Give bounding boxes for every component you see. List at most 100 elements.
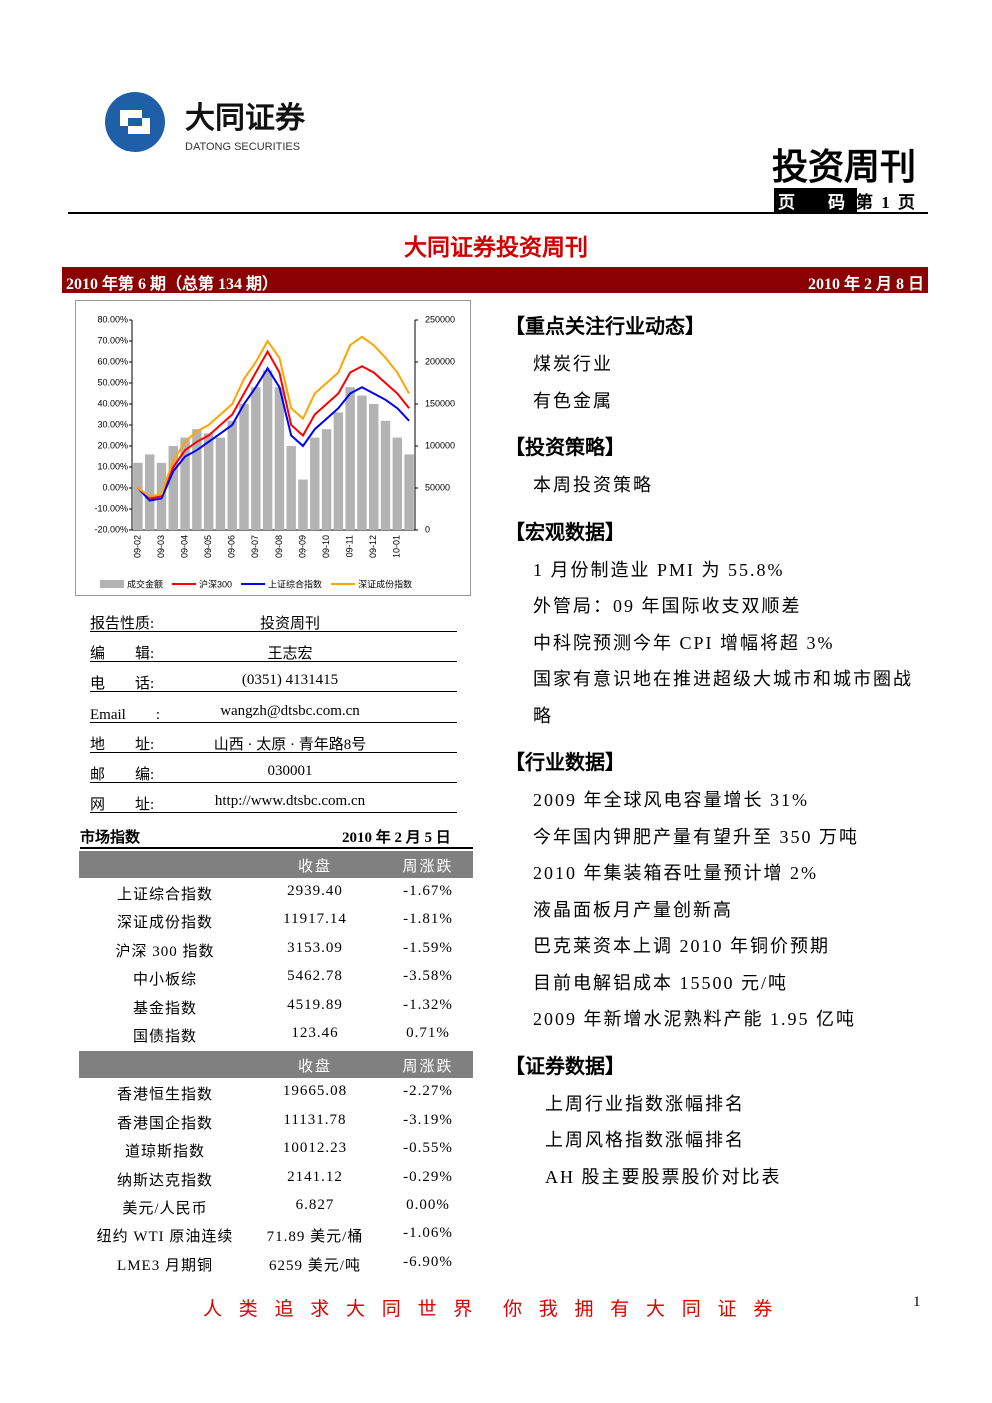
cell: 美元/人民币 [122, 1201, 208, 1217]
bar [392, 437, 403, 530]
cell: 基金指数 [132, 1000, 197, 1017]
x-tick-label: 09-05 [203, 535, 213, 558]
line [137, 335, 410, 498]
cell: 道琼斯指数 [124, 1144, 205, 1161]
cell: 2141.12 [287, 1168, 343, 1185]
x-tick-label: 09-09 [297, 535, 307, 558]
cell: 10012.23 [282, 1140, 348, 1157]
bar [144, 454, 155, 530]
cell: -3.19% [403, 1111, 453, 1128]
cell: 3153.09 [287, 939, 343, 956]
slogan: 人 类 追 求 大 同 世 界 [203, 1299, 479, 1320]
section-heading: 【投资策略】 [505, 437, 625, 459]
legend-swatch [100, 580, 124, 588]
y2-tick-label: 100000 [425, 440, 455, 450]
rule [80, 847, 473, 849]
issue-date: 2010 年 2 月 8 日 [807, 276, 924, 293]
bar [321, 429, 332, 530]
legend-label: 上证综合指数 [268, 578, 322, 589]
info-value: 投资周刊 [259, 616, 320, 632]
cell: 深证成份指数 [116, 915, 213, 932]
bar [168, 446, 178, 530]
bar [262, 370, 273, 530]
slogan: 你 我 拥 有 大 同 证 券 [503, 1299, 779, 1320]
cell: -0.29% [403, 1168, 453, 1185]
column-header: 周涨跌 [402, 1059, 454, 1076]
section-item: 液晶面板月产量创新高 [533, 899, 733, 920]
cell: 纽约 WTI 原油连续 [96, 1229, 234, 1246]
bar [404, 454, 414, 530]
page-number-footer: 1 [913, 1294, 921, 1310]
y-tick-label: 50.00% [97, 377, 128, 387]
y-tick-label: -10.00% [94, 503, 128, 513]
bar [357, 395, 367, 530]
bar [227, 420, 237, 530]
x-tick-label: 09-10 [321, 535, 331, 558]
info-label: 邮 编: [90, 767, 155, 783]
cell: 11917.14 [283, 911, 347, 928]
info-label: 网 址: [90, 797, 155, 814]
y2-tick-label: 50000 [425, 482, 450, 492]
header-row [79, 851, 473, 878]
info-label: 编 辑: [90, 646, 155, 663]
column-header: 周涨跌 [402, 859, 454, 875]
cell: 6.827 [295, 1197, 335, 1213]
cell: -1.67% [403, 883, 453, 899]
market-date: 2010 年 2 月 5 日 [342, 830, 451, 846]
cell: 2939.40 [287, 883, 343, 899]
underline [90, 782, 457, 783]
publication: 投资周刊 [772, 147, 917, 187]
legend-label: 成交金额 [127, 578, 163, 589]
cell: 4519.89 [287, 996, 343, 1013]
chart: -20.00% -10.00% 0.00% 10.00% 20.00% 30.00% 40.… [75, 300, 471, 596]
y-tick-label: 60.00% [97, 356, 128, 366]
cell: 国债指数 [132, 1029, 197, 1045]
cell: 香港国企指数 [116, 1115, 213, 1132]
bar [133, 462, 143, 530]
y2-tick-label: 250000 [425, 314, 455, 324]
section-item: 1 月份制造业 PMI 为 55.8% [533, 559, 785, 580]
bar [333, 412, 344, 530]
section-heading: 【行业数据】 [505, 752, 625, 774]
bar [298, 479, 308, 530]
section-item: AH 股主要股票股价对比表 [545, 1166, 782, 1187]
info-value: 山西 · 太原 · 青年路8号 [213, 736, 367, 753]
issue-bar: 2010 年第 6 期（总第 134 期） 2010 年 2 月 8 日 [62, 267, 928, 293]
underline [90, 631, 457, 632]
legend-label: 沪深300 [199, 578, 232, 589]
column-header: 收盘 [297, 1059, 332, 1076]
y-tick-label: 80.00% [97, 314, 128, 324]
section-item: 2010 年集装箱吞吐量预计增 2% [533, 863, 818, 883]
section-item: 外管局：09 年国际收支双顺差 [533, 596, 802, 616]
cell: 上证综合指数 [116, 887, 213, 903]
x-tick-label: 10-01 [392, 535, 402, 558]
section-item: 本周投资策略 [533, 475, 653, 495]
section-item: 有色金属 [533, 390, 613, 411]
cell: -1.06% [403, 1225, 453, 1242]
section-item: 国家有意识地在推进超级大城市和城市圈战略 [533, 669, 913, 726]
y2-tick-label: 150000 [425, 398, 455, 408]
issue: 2010 年第 6 期（总第 134 期） [66, 276, 279, 293]
section-item: 目前电解铝成本 15500 元/吨 [533, 972, 789, 993]
info-value: wangzh@dtsbc.com.cn [220, 702, 360, 719]
y-tick-label: 20.00% [97, 440, 128, 450]
cell: 71.89 美元/桶 [266, 1229, 364, 1246]
section-item: 煤炭行业 [533, 354, 613, 374]
title: 大同证券投资周刊 [404, 235, 588, 260]
cell: -6.90% [403, 1253, 453, 1270]
info-label: 电 话: [90, 676, 155, 693]
cell: -1.81% [403, 911, 453, 928]
y-tick-label: 70.00% [97, 335, 128, 345]
bar [180, 437, 190, 530]
rule [68, 212, 928, 214]
info-label: 报告性质: [90, 616, 155, 632]
x-tick-label: 09-04 [179, 535, 189, 558]
section-item: 今年国内钾肥产量有望升至 350 万吨 [533, 826, 859, 847]
section-item: 巴克莱资本上调 2010 年铜价预期 [533, 936, 830, 956]
cell: 0.00% [406, 1197, 450, 1213]
logo-english: DATONG SECURITIES [185, 141, 300, 153]
legend-label: 深证成份指数 [358, 578, 412, 589]
info-value: 030001 [267, 763, 313, 779]
x-tick-label: 09-11 [345, 535, 355, 557]
